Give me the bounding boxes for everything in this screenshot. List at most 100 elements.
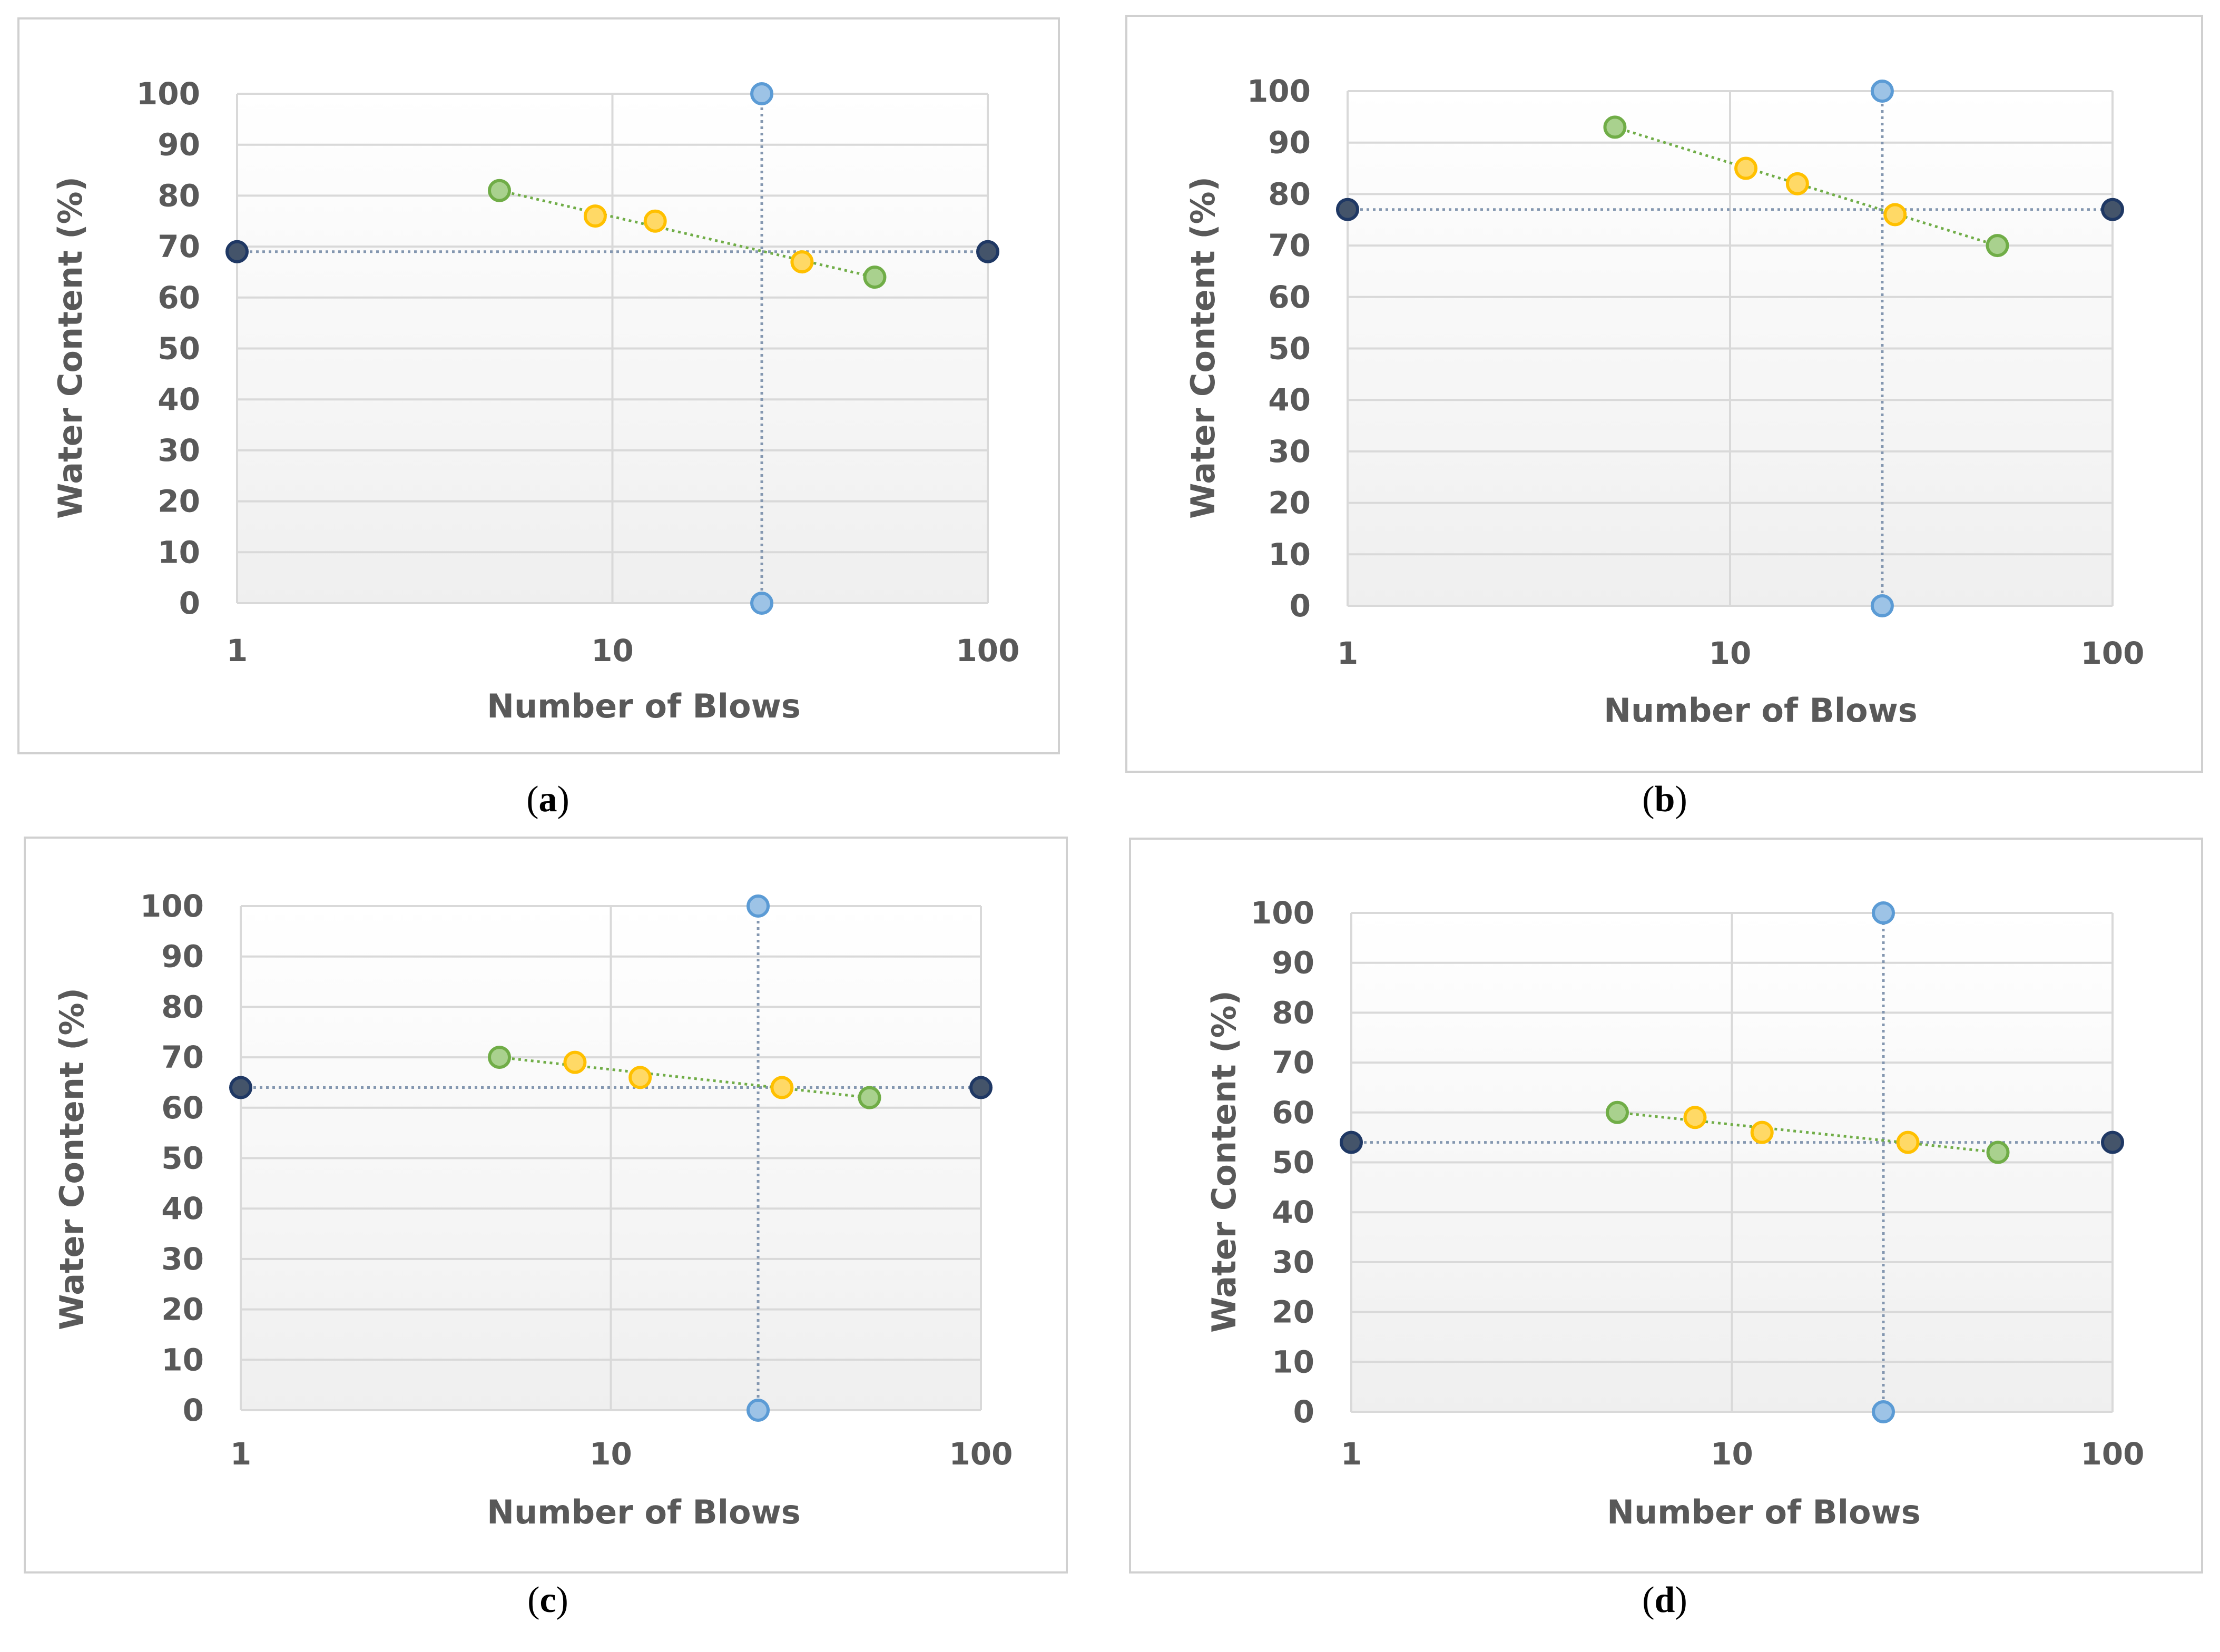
y-tick-label: 100	[1251, 895, 1314, 931]
x-axis-title: Number of Blows	[487, 687, 801, 725]
y-axis-title: Water Content (%)	[1184, 176, 1222, 519]
y-tick-label: 20	[161, 1292, 204, 1328]
caption-open-paren: (	[526, 779, 538, 820]
vertical-reference-point	[1870, 594, 1894, 617]
data-point	[628, 1066, 652, 1089]
caption-letter: d	[1655, 1580, 1675, 1620]
trend-end-point	[1986, 1140, 2010, 1164]
panel-caption: (a)	[526, 779, 569, 820]
x-tick-label: 1	[230, 1436, 251, 1472]
panel-caption: (b)	[1642, 779, 1687, 820]
y-tick-label: 100	[136, 76, 200, 112]
caption-open-paren: (	[1642, 1580, 1654, 1620]
trend-end-point	[863, 266, 887, 289]
y-tick-label: 70	[158, 229, 200, 264]
horizontal-reference-point	[2101, 1130, 2124, 1154]
y-tick-label: 10	[1272, 1344, 1314, 1380]
y-tick-label: 0	[1293, 1394, 1314, 1430]
trend-end-point	[1606, 1100, 1629, 1124]
y-tick-label: 30	[161, 1241, 204, 1277]
y-tick-label: 30	[1272, 1244, 1314, 1280]
y-tick-label: 40	[158, 381, 200, 417]
y-tick-label: 10	[158, 534, 200, 570]
panel-caption: (d)	[1642, 1580, 1687, 1620]
y-tick-label: 50	[1272, 1145, 1314, 1181]
x-tick-label: 100	[2080, 1436, 2144, 1472]
x-axis-title: Number of Blows	[1607, 1493, 1921, 1531]
trend-end-point	[1986, 234, 2009, 258]
trend-line	[1617, 1111, 1998, 1154]
vertical-reference-point	[1872, 901, 1895, 925]
y-tick-label: 0	[179, 585, 200, 621]
caption-close-paren: )	[557, 779, 569, 820]
data-point	[1883, 203, 1907, 227]
vertical-reference-point	[746, 894, 770, 918]
vertical-reference-point	[1870, 80, 1894, 103]
caption-close-paren: )	[1675, 779, 1687, 820]
data-point	[1785, 172, 1809, 195]
y-tick-label: 60	[1272, 1095, 1314, 1130]
data-point	[770, 1076, 794, 1099]
y-tick-label: 90	[161, 939, 204, 975]
y-tick-label: 70	[1268, 228, 1311, 263]
trend-line	[499, 189, 876, 279]
caption-open-paren: (	[1642, 779, 1654, 820]
y-tick-label: 40	[1272, 1194, 1314, 1230]
caption-letter: b	[1655, 779, 1675, 820]
horizontal-reference-point	[2101, 198, 2124, 221]
horizontal-reference-point	[225, 240, 249, 263]
data-point	[643, 209, 667, 233]
x-tick-label: 100	[2080, 635, 2144, 671]
y-tick-label: 10	[161, 1342, 204, 1378]
vertical-reference-point	[750, 592, 774, 615]
x-tick-label: 10	[590, 1436, 632, 1472]
y-tick-label: 50	[158, 331, 200, 367]
horizontal-reference-point	[1336, 198, 1359, 221]
caption-letter: c	[539, 1580, 556, 1620]
x-tick-label: 10	[591, 633, 634, 668]
data-point	[790, 250, 814, 274]
trend-line	[499, 1056, 870, 1099]
horizontal-reference-point	[1340, 1130, 1363, 1154]
y-tick-label: 100	[1247, 73, 1311, 109]
y-tick-label: 90	[1272, 945, 1314, 981]
y-tick-label: 60	[1268, 279, 1311, 315]
y-tick-label: 40	[161, 1191, 204, 1226]
data-point	[1734, 156, 1758, 180]
trend-end-point	[1603, 115, 1627, 139]
x-tick-label: 10	[1709, 635, 1752, 671]
horizontal-reference-point	[976, 240, 999, 263]
y-tick-label: 0	[183, 1392, 204, 1428]
y-tick-label: 80	[161, 989, 204, 1025]
y-tick-label: 30	[1268, 434, 1311, 469]
y-tick-label: 0	[1290, 588, 1311, 624]
y-tick-label: 80	[1272, 995, 1314, 1030]
y-tick-label: 90	[1268, 125, 1311, 161]
caption-close-paren: )	[1675, 1580, 1687, 1620]
y-tick-label: 20	[158, 484, 200, 519]
vertical-reference-point	[746, 1399, 770, 1422]
y-tick-label: 20	[1272, 1294, 1314, 1330]
x-tick-label: 1	[227, 633, 248, 668]
y-tick-label: 10	[1268, 536, 1311, 572]
y-tick-label: 100	[140, 888, 204, 924]
x-tick-label: 100	[956, 633, 1019, 668]
x-tick-label: 1	[1341, 1436, 1362, 1472]
data-point	[1896, 1130, 1920, 1154]
y-tick-label: 60	[161, 1090, 204, 1126]
y-tick-label: 60	[158, 280, 200, 316]
y-tick-label: 70	[161, 1039, 204, 1075]
caption-close-paren: )	[556, 1580, 568, 1620]
data-point	[563, 1050, 587, 1074]
x-tick-label: 1	[1337, 635, 1358, 671]
trend-end-point	[488, 1046, 512, 1069]
vertical-reference-point	[1872, 1400, 1895, 1423]
vertical-reference-point	[750, 82, 774, 105]
data-point	[583, 204, 607, 228]
trend-end-point	[858, 1086, 881, 1109]
